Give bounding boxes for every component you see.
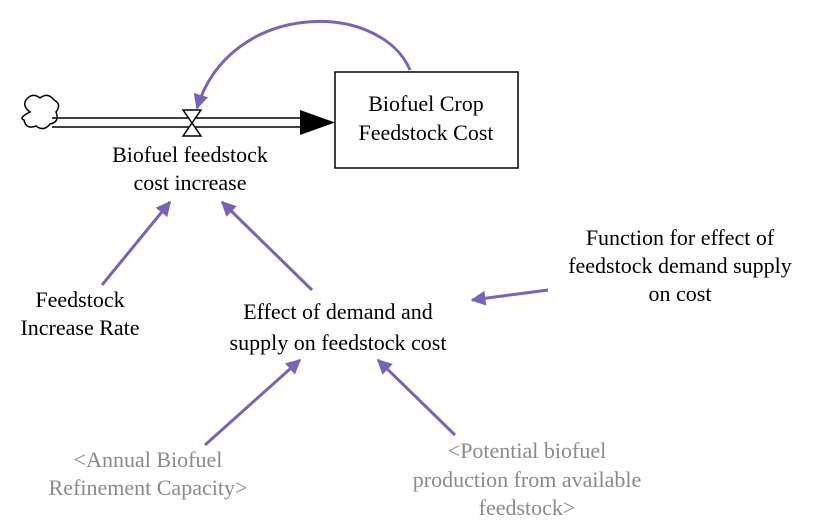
shadow-label: production from available	[413, 467, 641, 492]
node-label: Function for effect of	[586, 225, 775, 250]
shadow-label: <Potential biofuel	[448, 438, 606, 463]
flow-label: Biofuel feedstock	[112, 142, 268, 167]
valve	[181, 109, 203, 137]
node-label: on cost	[649, 281, 712, 306]
stock-box	[334, 71, 519, 169]
node-label: feedstock demand supply	[568, 253, 792, 278]
shadow-label: feedstock>	[479, 495, 576, 520]
flow-arrowhead	[300, 110, 335, 135]
node-label: Increase Rate	[20, 315, 139, 340]
link	[193, 20, 412, 110]
shadow-label: <Annual Biofuel	[74, 447, 223, 472]
shadow-label: Refinement Capacity>	[49, 475, 248, 500]
link	[100, 200, 172, 286]
link	[376, 358, 457, 437]
flow-label: cost increase	[134, 170, 247, 195]
stock-label: Biofuel Crop	[368, 91, 484, 116]
link	[470, 288, 549, 306]
stock-label: Feedstock Cost	[358, 120, 493, 145]
link	[220, 200, 314, 292]
node-label: supply on feedstock cost	[230, 330, 447, 355]
link	[203, 358, 302, 447]
node-label: Effect of demand and	[243, 299, 433, 324]
node-label: Feedstock	[35, 287, 124, 312]
cloud	[21, 94, 60, 130]
